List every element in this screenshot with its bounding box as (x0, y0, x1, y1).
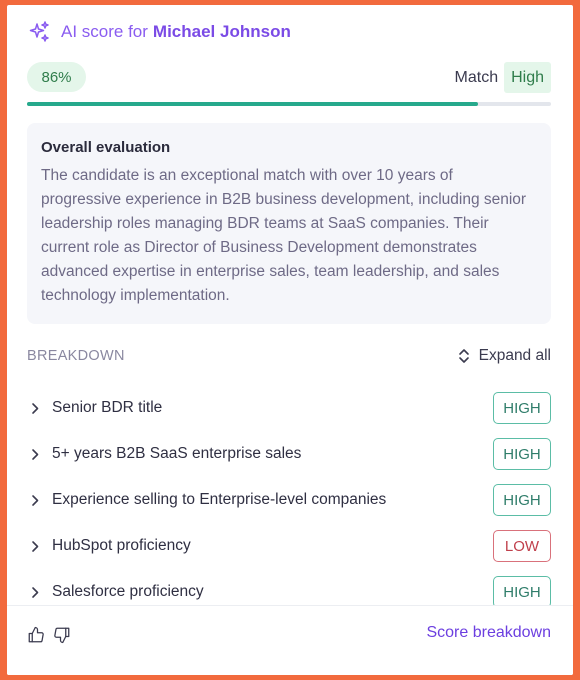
thumbs-down-icon (54, 627, 70, 644)
match-indicator: Match High (455, 62, 551, 93)
breakdown-item-toggle[interactable]: 5+ years B2B SaaS enterprise sales (27, 445, 301, 463)
breakdown-item-senior-bdr-title: Senior BDR title HIGH (27, 385, 551, 431)
breakdown-item-salesforce: Salesforce proficiency HIGH (27, 569, 551, 615)
score-percent-badge: 86% (27, 62, 86, 92)
thumbs-down-button[interactable] (53, 626, 71, 644)
score-breakdown-link[interactable]: Score breakdown (426, 624, 551, 641)
sparkle-icon (29, 21, 49, 42)
thumbs-up-icon (28, 626, 44, 643)
breakdown-item-toggle[interactable]: Salesforce proficiency (27, 583, 204, 601)
breakdown-title: BREAKDOWN (27, 348, 125, 364)
breakdown-header: BREAKDOWN Expand all (27, 345, 551, 367)
breakdown-item-label: Experience selling to Enterprise-level c… (52, 491, 387, 508)
feedback-buttons (27, 626, 79, 644)
rating-badge: LOW (493, 530, 551, 562)
breakdown-item-b2b-saas-sales: 5+ years B2B SaaS enterprise sales HIGH (27, 431, 551, 477)
rating-badge: HIGH (493, 484, 551, 516)
evaluation-title: Overall evaluation (41, 139, 171, 156)
expand-all-label: Expand all (478, 347, 551, 364)
chevron-right-icon (32, 494, 39, 506)
match-value-badge: High (504, 62, 551, 93)
score-progress-fill (27, 102, 478, 106)
chevron-right-icon (32, 448, 39, 460)
overall-evaluation-box: Overall evaluation The candidate is an e… (27, 123, 551, 324)
breakdown-item-label: 5+ years B2B SaaS enterprise sales (52, 445, 302, 462)
breakdown-item-toggle[interactable]: HubSpot proficiency (27, 537, 191, 555)
expand-all-button[interactable]: Expand all (458, 347, 551, 365)
panel-footer: Score breakdown (7, 605, 573, 675)
breakdown-item-label: Salesforce proficiency (52, 583, 204, 600)
header-title: AI score for (61, 22, 148, 41)
rating-badge: HIGH (493, 392, 551, 424)
match-label: Match (454, 68, 499, 86)
breakdown-item-label: Senior BDR title (52, 399, 163, 416)
candidate-name: Michael Johnson (152, 22, 291, 41)
evaluation-text: The candidate is an exceptional match wi… (41, 167, 527, 304)
chevron-right-icon (32, 402, 39, 414)
chevron-updown-icon (458, 349, 469, 363)
rating-badge: HIGH (493, 438, 551, 470)
breakdown-item-hubspot: HubSpot proficiency LOW (27, 523, 551, 569)
breakdown-item-toggle[interactable]: Experience selling to Enterprise-level c… (27, 491, 386, 509)
breakdown-list: Senior BDR title HIGH 5+ years B2B SaaS … (27, 385, 551, 615)
chevron-right-icon (32, 540, 39, 552)
thumbs-up-button[interactable] (27, 626, 45, 644)
ai-score-panel: AI score for Michael Johnson 86% Match H… (7, 5, 573, 675)
score-progress-bar (27, 102, 551, 106)
breakdown-item-toggle[interactable]: Senior BDR title (27, 399, 162, 417)
rating-badge: HIGH (493, 576, 551, 608)
breakdown-item-enterprise-selling: Experience selling to Enterprise-level c… (27, 477, 551, 523)
panel-header: AI score for Michael Johnson (27, 19, 291, 45)
chevron-right-icon (32, 586, 39, 598)
breakdown-item-label: HubSpot proficiency (52, 537, 191, 554)
